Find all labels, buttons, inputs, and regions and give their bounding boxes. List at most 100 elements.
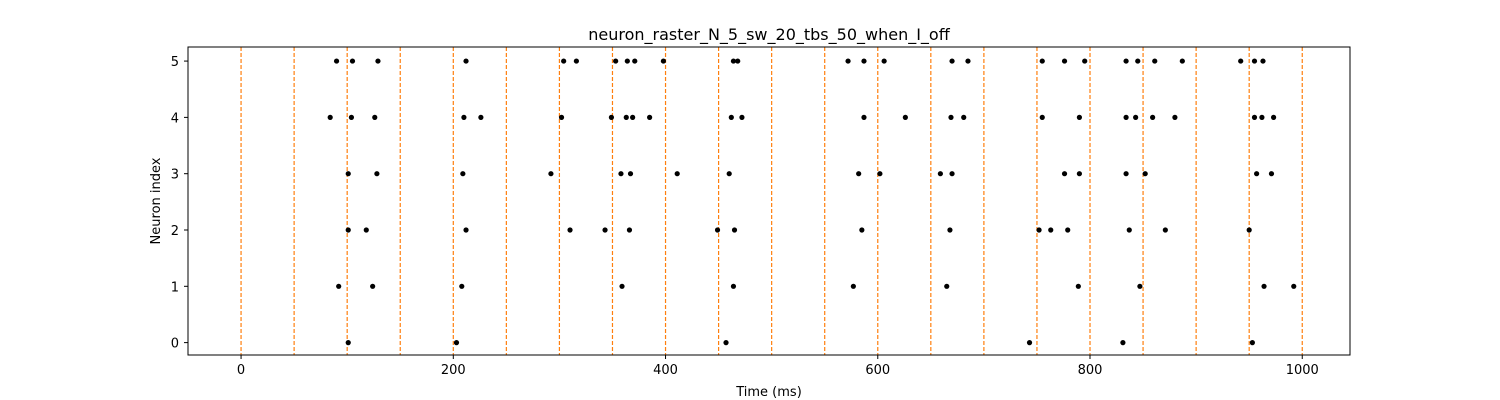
spike-point <box>1291 283 1297 289</box>
spike-point <box>478 114 484 120</box>
spike-point <box>1259 114 1265 120</box>
spike-point <box>632 58 638 64</box>
spike-point <box>1172 114 1178 120</box>
spike-point <box>1254 171 1260 177</box>
spike-point <box>845 58 851 64</box>
spike-point <box>1075 283 1081 289</box>
spike-point <box>1123 171 1129 177</box>
spike-point <box>902 114 908 120</box>
spike-point <box>1082 58 1088 64</box>
spike-point <box>1076 171 1082 177</box>
spike-point <box>739 114 745 120</box>
spike-point <box>1150 114 1156 120</box>
spike-point <box>1152 58 1158 64</box>
spike-point <box>459 283 465 289</box>
spike-point <box>1039 114 1045 120</box>
spike-point <box>374 171 380 177</box>
spike-point <box>1238 58 1244 64</box>
spike-point <box>1137 283 1143 289</box>
chart-title: neuron_raster_N_5_sw_20_tbs_50_when_I_of… <box>588 25 950 45</box>
spike-point <box>349 58 356 64</box>
spike-point <box>948 114 954 120</box>
spike-point <box>336 283 342 289</box>
y-tick-label: 2 <box>171 224 179 239</box>
spike-point <box>608 114 615 120</box>
spike-point <box>859 227 865 233</box>
spike-point <box>363 227 369 233</box>
spike-point <box>647 114 653 120</box>
spike-point <box>345 340 351 346</box>
y-tick-label: 0 <box>171 337 179 352</box>
spike-point <box>1061 58 1068 64</box>
spike-point <box>730 58 737 64</box>
x-tick-label: 1000 <box>1286 363 1319 378</box>
spike-point <box>1123 114 1129 120</box>
spike-point <box>626 227 633 233</box>
spike-point <box>1162 227 1168 233</box>
spike-point <box>714 227 721 233</box>
spike-point <box>1135 58 1141 64</box>
x-tick-label: 200 <box>441 363 466 378</box>
x-tick-label: 600 <box>865 363 890 378</box>
spike-point <box>345 171 351 177</box>
spike-point <box>861 114 867 120</box>
spike-point <box>877 171 883 177</box>
spike-point <box>728 114 734 120</box>
spike-point <box>567 227 573 233</box>
spike-point <box>548 171 554 177</box>
spike-point <box>1246 227 1252 233</box>
x-tick-label: 400 <box>653 363 678 378</box>
spike-point <box>630 114 636 120</box>
spike-point <box>1126 227 1132 233</box>
spike-point <box>461 114 467 120</box>
spike-point <box>726 171 732 177</box>
spike-point <box>1048 227 1054 233</box>
x-axis: 0 200 400 600 800 1000 <box>237 355 1319 378</box>
spike-point <box>619 283 625 289</box>
spike-point <box>1270 114 1277 120</box>
y-axis-title: Neuron index <box>149 157 164 244</box>
spike-point <box>623 114 629 120</box>
spike-point <box>947 227 953 233</box>
spike-point <box>730 283 737 289</box>
spike-point <box>573 58 579 64</box>
spike-point <box>463 58 469 64</box>
spike-point <box>1061 171 1068 177</box>
spike-point <box>1036 227 1042 233</box>
spike-point <box>1179 58 1185 64</box>
y-tick-label: 4 <box>171 111 179 126</box>
spike-point <box>561 58 567 64</box>
spike-point <box>1261 283 1267 289</box>
spike-point <box>881 58 887 64</box>
spike-point <box>370 283 376 289</box>
y-tick-label: 3 <box>171 168 179 183</box>
spike-point <box>949 171 955 177</box>
x-axis-title: Time (ms) <box>735 385 802 400</box>
spike-point <box>1142 171 1148 177</box>
spike-point <box>735 58 741 64</box>
spike-point <box>1039 58 1045 64</box>
spike-point <box>460 171 466 177</box>
spike-point <box>627 171 634 177</box>
spike-points <box>327 58 1297 346</box>
spike-point <box>1065 227 1071 233</box>
spike-point <box>618 171 624 177</box>
spike-point <box>1251 58 1258 64</box>
x-tick-label: 800 <box>1078 363 1103 378</box>
spike-point <box>1249 340 1255 346</box>
spike-point <box>1120 340 1126 346</box>
spike-point <box>850 283 856 289</box>
spike-point <box>674 171 680 177</box>
spike-point <box>327 114 333 120</box>
spike-point <box>1260 58 1266 64</box>
spike-point <box>1268 171 1275 177</box>
spike-point <box>937 171 943 177</box>
window-boundaries <box>240 47 1303 355</box>
spike-point <box>463 227 469 233</box>
spike-point <box>1251 114 1258 120</box>
spike-point <box>345 227 351 233</box>
spike-point <box>333 58 340 64</box>
spike-point <box>558 114 565 120</box>
spike-point <box>660 58 667 64</box>
